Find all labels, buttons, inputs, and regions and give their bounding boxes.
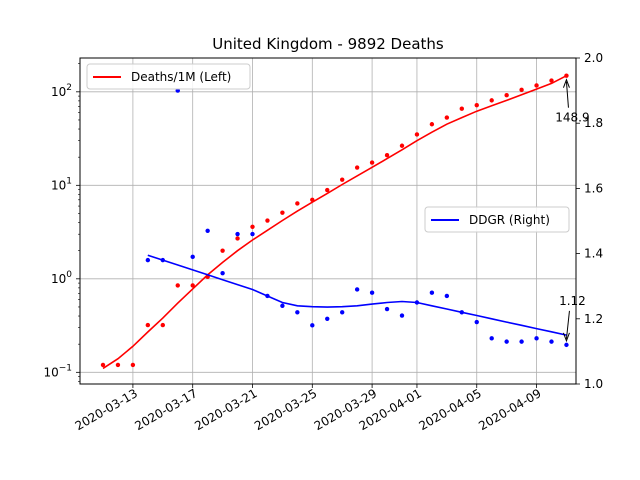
legend-ddgr-label: DDGR (Right) <box>469 213 550 227</box>
ddgr-point <box>399 313 405 318</box>
deaths-point <box>325 187 330 193</box>
deaths-point <box>369 160 375 165</box>
deaths-point <box>354 165 360 170</box>
ddgr-point <box>325 316 330 321</box>
ddgr-point <box>190 254 195 260</box>
deaths-point <box>190 283 195 288</box>
deaths-point <box>474 102 479 108</box>
chart-title: United Kingdom - 9892 Deaths <box>212 35 444 53</box>
ddgr-point <box>235 231 240 237</box>
ddgr-point <box>160 257 165 263</box>
ddgr-point <box>310 323 315 328</box>
deaths-point <box>265 218 270 223</box>
deaths-point <box>115 362 121 368</box>
y-left-tick-label: 102 <box>51 83 72 99</box>
deaths-point <box>100 362 106 368</box>
ddgr-point <box>504 339 509 344</box>
deaths-point <box>280 210 285 215</box>
ddgr-trend-line <box>147 254 567 336</box>
ddgr-point <box>474 319 479 325</box>
annotation-layer: 148.9 1.12 <box>555 78 590 343</box>
ddgr-point <box>489 336 494 341</box>
ddgr-point <box>265 293 270 299</box>
deaths-point <box>384 152 390 158</box>
legend-ddgr-box <box>424 206 570 233</box>
ddgr-point <box>220 270 225 276</box>
deaths-point <box>295 201 300 206</box>
legend-deaths-label: Deaths/1M (Left) <box>131 70 231 84</box>
ddgr-point <box>444 293 450 299</box>
y-left-tick-label: 100 <box>51 270 72 286</box>
deaths-point <box>235 236 240 241</box>
deaths-point <box>160 322 165 328</box>
ddgr-point <box>145 257 151 263</box>
deaths-point <box>310 197 315 203</box>
deaths-point <box>399 143 405 148</box>
annot-ddgr-arrowhead <box>562 332 570 343</box>
y-right-tick-label: 1.0 <box>584 377 603 391</box>
legend-deaths: Deaths/1M (Left) <box>86 63 251 90</box>
ddgr-point <box>459 310 464 315</box>
ddgr-point <box>384 306 390 312</box>
deaths-point <box>429 122 435 127</box>
ddgr-point <box>429 290 435 295</box>
deaths-point <box>534 83 539 88</box>
deaths-point <box>145 322 151 328</box>
grid-layer <box>80 58 576 384</box>
deaths-point <box>489 98 494 103</box>
plot-frame <box>79 57 577 385</box>
annot-deaths-arrow <box>565 81 569 108</box>
y-right-tick-label: 1.4 <box>584 247 603 261</box>
ddgr-point <box>519 339 524 344</box>
ddgr-point <box>369 290 375 295</box>
legend-deaths-box <box>86 63 251 90</box>
annot-ddgr-arrow <box>565 310 570 339</box>
y-left-tick-label: 101 <box>51 176 72 192</box>
deaths-trend-line <box>102 74 567 370</box>
ddgr-point <box>534 336 539 341</box>
annot-ddgr-label: 1.12 <box>559 294 586 308</box>
deaths-point <box>549 78 554 83</box>
ddgr-point <box>354 287 360 292</box>
ddgr-point <box>340 310 345 315</box>
deaths-point <box>519 87 524 93</box>
ddgr-point <box>205 228 210 233</box>
deaths-point <box>459 106 464 111</box>
deaths-point <box>564 73 569 78</box>
y-right-tick-label: 1.6 <box>584 181 603 195</box>
deaths-point <box>504 93 509 98</box>
deaths-point <box>414 132 420 137</box>
y-right-tick-label: 1.2 <box>584 312 603 326</box>
ddgr-point <box>414 300 420 305</box>
ddgr-point <box>280 303 285 308</box>
ddgr-point <box>549 339 554 344</box>
deaths-point <box>220 248 225 253</box>
y-left-tick-label: 10−1 <box>43 363 72 379</box>
annot-deaths-arrowhead <box>562 78 570 88</box>
deaths-point <box>340 177 345 182</box>
y-right-tick-label: 2.0 <box>584 51 603 65</box>
ddgr-point <box>250 231 255 237</box>
deaths-point <box>130 362 136 368</box>
ddgr-point <box>295 310 300 315</box>
y-right-tick-label: 1.8 <box>584 116 603 130</box>
deaths-point <box>250 224 255 230</box>
annot-deaths-label: 148.9 <box>555 111 589 125</box>
legend-ddgr: DDGR (Right) <box>424 206 570 233</box>
deaths-point <box>175 283 180 288</box>
ddgr-point <box>564 342 569 348</box>
deaths-point <box>444 115 450 120</box>
